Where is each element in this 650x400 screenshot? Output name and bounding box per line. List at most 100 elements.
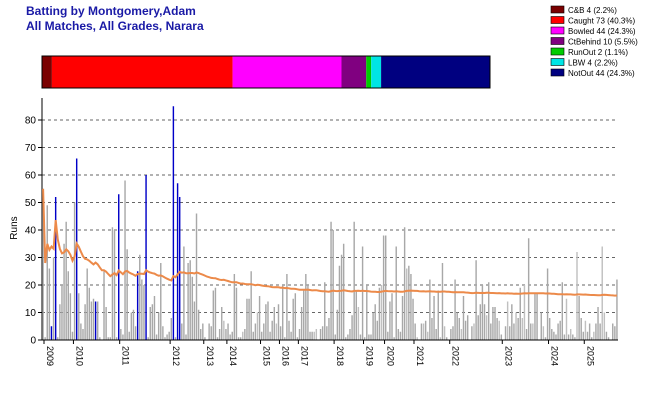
bar	[260, 331, 263, 340]
bar	[54, 197, 57, 340]
bar	[452, 326, 454, 340]
x-tick-label: 2021	[415, 346, 425, 366]
bar	[500, 334, 503, 340]
bar	[52, 257, 55, 340]
bar	[109, 337, 112, 340]
bar	[427, 331, 429, 340]
bar	[408, 265, 410, 340]
dismissal-segment	[232, 56, 342, 88]
bar	[559, 320, 561, 340]
bar	[406, 268, 408, 340]
bar	[160, 263, 162, 340]
bar	[69, 293, 72, 340]
bar	[387, 331, 389, 340]
bar	[374, 304, 376, 340]
bar	[50, 326, 53, 340]
bar	[242, 331, 244, 340]
bar	[178, 197, 181, 340]
bar	[328, 318, 330, 340]
bar	[267, 301, 269, 340]
bar	[349, 329, 351, 340]
bar	[183, 246, 185, 340]
bar	[338, 265, 341, 340]
bar	[170, 318, 172, 340]
bar	[351, 315, 353, 340]
bar	[588, 323, 591, 340]
bar	[231, 331, 233, 340]
bar	[141, 279, 143, 340]
bar	[429, 279, 431, 340]
bar	[380, 285, 383, 340]
bar	[384, 235, 387, 340]
legend: C&B 4 (2.2%) Caught 73 (40.3%)Bowled 44 (…	[550, 5, 638, 78]
bar	[382, 235, 385, 340]
bar	[233, 274, 236, 340]
bar	[227, 323, 229, 340]
bar	[591, 337, 593, 340]
bar	[435, 329, 437, 340]
bar	[586, 331, 589, 340]
bar	[80, 323, 82, 340]
x-tick-label: 2025	[585, 346, 595, 366]
x-tick-label: 2012	[171, 346, 181, 366]
y-tick-label: 40	[25, 226, 37, 237]
bar	[59, 304, 61, 340]
bar	[134, 326, 137, 340]
bar	[128, 331, 130, 340]
average-line	[42, 188, 617, 297]
bar	[326, 326, 328, 340]
bar	[330, 221, 332, 340]
bar	[492, 307, 494, 340]
bar	[107, 337, 109, 340]
bar	[336, 309, 339, 340]
bar	[530, 323, 532, 340]
bar	[517, 318, 519, 340]
bar	[424, 320, 427, 340]
bar	[534, 293, 536, 340]
bar	[355, 290, 357, 340]
bar	[307, 285, 309, 340]
bar	[71, 331, 74, 340]
x-tick-label: 2016	[280, 346, 290, 366]
bar	[258, 296, 261, 340]
legend-label: Bowled 44 (24.3%)	[568, 27, 636, 36]
bar	[582, 331, 585, 340]
bar	[124, 180, 126, 340]
bar	[151, 304, 154, 340]
bar	[273, 307, 276, 340]
bar	[506, 301, 509, 340]
bar	[290, 331, 292, 340]
bar	[414, 323, 416, 340]
legend-swatch	[550, 47, 565, 56]
bar	[523, 285, 526, 340]
bar	[479, 304, 482, 340]
bar	[458, 318, 460, 340]
bar	[544, 337, 547, 340]
legend-swatch	[550, 26, 565, 35]
bar	[422, 323, 425, 340]
bar	[498, 320, 500, 340]
bar	[454, 279, 456, 340]
bar	[504, 326, 507, 340]
bar	[595, 323, 597, 340]
bar	[540, 312, 542, 340]
bar	[229, 334, 231, 340]
bar	[118, 194, 120, 340]
grid	[42, 119, 618, 313]
bar	[515, 312, 517, 340]
bar	[399, 331, 402, 340]
chart-title: Batting by Montgomery,Adam	[26, 4, 196, 18]
bar	[368, 334, 370, 340]
legend-label: RunOut 2 (1.1%)	[568, 48, 628, 57]
bar	[250, 271, 252, 340]
bar	[332, 230, 334, 340]
bar	[237, 337, 240, 340]
bar	[548, 318, 551, 340]
bar	[605, 331, 608, 340]
bar	[614, 326, 616, 340]
bar	[218, 329, 221, 340]
x-axis: 2009 2010 2011 2012 2013 2014 2015 2016 2017 2018…	[42, 339, 618, 366]
bar	[269, 331, 271, 340]
y-axis-label: Runs	[9, 216, 20, 239]
